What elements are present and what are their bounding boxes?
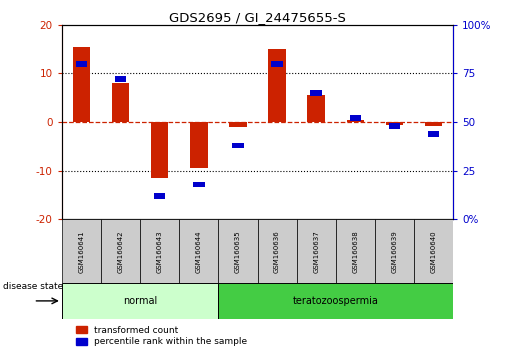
- Bar: [76, 61, 87, 67]
- Bar: [375, 219, 414, 283]
- Bar: [271, 61, 283, 67]
- Text: GSM160639: GSM160639: [391, 230, 398, 273]
- Bar: [62, 219, 101, 283]
- Bar: [151, 122, 168, 178]
- Bar: [154, 193, 165, 199]
- Bar: [311, 90, 322, 96]
- Bar: [73, 47, 90, 122]
- Bar: [386, 122, 403, 125]
- Text: GSM160638: GSM160638: [352, 230, 358, 273]
- Text: GSM160644: GSM160644: [196, 230, 202, 273]
- Bar: [101, 219, 140, 283]
- Bar: [428, 131, 439, 137]
- Bar: [268, 49, 286, 122]
- Text: GSM160636: GSM160636: [274, 230, 280, 273]
- Bar: [297, 219, 336, 283]
- Text: teratozoospermia: teratozoospermia: [293, 296, 379, 306]
- Text: GSM160640: GSM160640: [431, 230, 437, 273]
- Bar: [112, 83, 129, 122]
- Legend: transformed count, percentile rank within the sample: transformed count, percentile rank withi…: [72, 322, 250, 350]
- Bar: [336, 219, 375, 283]
- Bar: [414, 219, 453, 283]
- Title: GDS2695 / GI_24475655-S: GDS2695 / GI_24475655-S: [169, 11, 346, 24]
- Bar: [193, 182, 204, 187]
- Bar: [229, 122, 247, 127]
- Bar: [140, 219, 179, 283]
- Text: GSM160635: GSM160635: [235, 230, 241, 273]
- Text: GSM160643: GSM160643: [157, 230, 163, 273]
- Bar: [232, 143, 244, 148]
- Bar: [218, 283, 453, 319]
- Bar: [179, 219, 218, 283]
- Text: GSM160642: GSM160642: [117, 230, 124, 273]
- Bar: [307, 95, 325, 122]
- Bar: [347, 120, 364, 122]
- Bar: [389, 123, 400, 129]
- Bar: [350, 115, 361, 121]
- Bar: [115, 76, 126, 82]
- Bar: [425, 122, 442, 126]
- Bar: [190, 122, 208, 169]
- Bar: [218, 219, 258, 283]
- Bar: [62, 283, 218, 319]
- Bar: [258, 219, 297, 283]
- Text: GSM160637: GSM160637: [313, 230, 319, 273]
- Text: disease state: disease state: [3, 282, 63, 291]
- Text: GSM160641: GSM160641: [78, 230, 84, 273]
- Text: normal: normal: [123, 296, 157, 306]
